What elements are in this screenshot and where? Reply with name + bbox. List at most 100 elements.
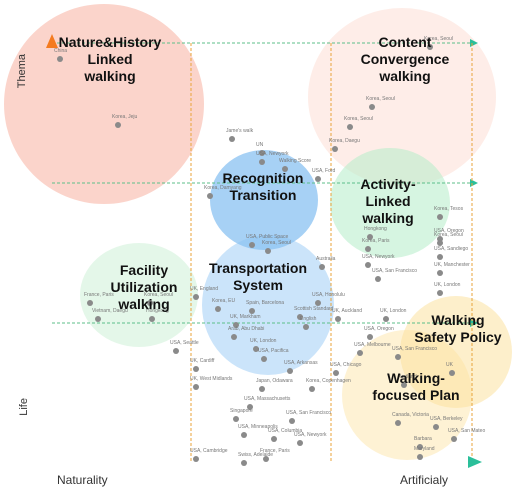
- case-point: [233, 416, 239, 422]
- case-point: [297, 440, 303, 446]
- case-point: [433, 424, 439, 430]
- case-point: [87, 300, 93, 306]
- case-label: Swiss, Adelaide: [238, 452, 274, 458]
- cluster-recognition-bubble: [210, 150, 318, 250]
- case-label: Barbara: [414, 436, 432, 442]
- case-point: [261, 356, 267, 362]
- case-label: UK, Markham: [230, 314, 261, 320]
- case-label: Korea, Seoul: [144, 292, 173, 298]
- case-label: USA, San Francisco: [392, 346, 438, 352]
- case-point: [193, 294, 199, 300]
- case-point: [315, 176, 321, 182]
- case-point: [437, 236, 443, 242]
- case-label: Canada, Victoria: [392, 412, 429, 418]
- case-point: [335, 316, 341, 322]
- cluster-label-content: Content Convergence walking: [360, 34, 450, 84]
- case-point: [451, 436, 457, 442]
- case-label: Korea, Seoul: [434, 232, 463, 238]
- case-point: [193, 366, 199, 372]
- case-point: [319, 264, 325, 270]
- case-point: [437, 270, 443, 276]
- cluster-facility-bubble: [80, 243, 198, 347]
- case-label: Portland: [398, 374, 417, 380]
- case-point: [173, 348, 179, 354]
- case-label: USA, Honolulu: [312, 292, 345, 298]
- case-point: [333, 370, 339, 376]
- case-label: UK, Auckland: [332, 308, 363, 314]
- case-point: [309, 386, 315, 392]
- cluster-label-activity: Activity- Linked walking: [360, 176, 416, 226]
- case-point: [282, 166, 288, 172]
- case-label: USA, Massachusetts: [244, 396, 291, 402]
- case-label: France, Paris: [84, 292, 114, 298]
- case-point: [437, 240, 443, 246]
- case-point: [357, 350, 363, 356]
- case-label: Korea, Seoul: [262, 240, 291, 246]
- cluster-label-safety: Walking Safety Policy: [414, 312, 502, 345]
- case-point: [271, 436, 277, 442]
- cluster-label-plan: Walking-focused Plan: [372, 370, 460, 403]
- x-axis-left-label: Naturality: [57, 473, 108, 487]
- case-label: Korea, Copenhagen: [306, 378, 351, 384]
- case-label: Korea, Seoul: [424, 36, 453, 42]
- case-label: English: [300, 316, 317, 322]
- cluster-safety-bubble: [400, 296, 512, 408]
- case-point: [193, 384, 199, 390]
- case-label: Korea, Seoul: [366, 96, 395, 102]
- case-label: USA, Sandiego: [434, 246, 469, 252]
- case-point: [395, 420, 401, 426]
- case-label: Hongkong: [364, 226, 387, 232]
- case-point: [149, 316, 155, 322]
- case-point: [437, 290, 443, 296]
- case-label: USA, Ford: [312, 168, 336, 174]
- y-axis-bottom-label: Life: [18, 398, 30, 416]
- case-label: Korea, Jeju: [112, 114, 138, 120]
- case-label: Korea, Paris: [362, 238, 390, 244]
- case-label: USA, Oregon: [434, 228, 464, 234]
- cluster-label-recognition: Recognition Transition: [222, 170, 304, 203]
- case-label: USA, Seattle: [170, 340, 199, 346]
- case-point: [365, 262, 371, 268]
- case-label: Singapore: [230, 408, 253, 414]
- case-label: France, Paris: [260, 448, 290, 454]
- case-label: USA, Newyork: [362, 254, 395, 260]
- case-point: [375, 276, 381, 282]
- case-point: [249, 308, 255, 314]
- case-point: [215, 306, 221, 312]
- case-point: [365, 246, 371, 252]
- case-point: [437, 214, 443, 220]
- case-label: Korea, EU: [212, 298, 236, 304]
- case-label: Jame's walk: [226, 128, 254, 134]
- case-label: USA, Melbourne: [354, 342, 391, 348]
- case-point: [369, 104, 375, 110]
- case-point: [347, 124, 353, 130]
- case-label: USA, Pacifica: [258, 348, 289, 354]
- case-label: UK, Manchester: [434, 262, 470, 268]
- case-point: [437, 254, 443, 260]
- case-point: [253, 346, 259, 352]
- case-label: USA, Public Space: [246, 234, 289, 240]
- case-point: [315, 300, 321, 306]
- case-point: [95, 316, 101, 322]
- case-point: [395, 354, 401, 360]
- case-label: USA, Columbia: [268, 428, 303, 434]
- case-point: [383, 316, 389, 322]
- case-point: [229, 136, 235, 142]
- case-point: [249, 242, 255, 248]
- case-label: China: [54, 48, 68, 54]
- case-point: [241, 460, 247, 466]
- case-point: [207, 193, 213, 199]
- case-label: Maryland: [414, 446, 435, 452]
- case-label: USA, Chicago: [330, 362, 362, 368]
- cluster-transportation-bubble: [202, 235, 334, 375]
- cluster-label-transportation: Transportation System: [208, 260, 307, 293]
- case-point: [427, 44, 433, 50]
- case-label: Arab, Abu Dhabi: [228, 326, 265, 332]
- case-label: USA, San Francisco: [372, 268, 418, 274]
- case-point: [449, 370, 455, 376]
- case-label: USA, Cambridge: [190, 448, 228, 454]
- case-label: Korea, Tesos: [434, 206, 464, 212]
- case-point: [332, 146, 338, 152]
- case-label: USA, Oregon: [364, 326, 394, 332]
